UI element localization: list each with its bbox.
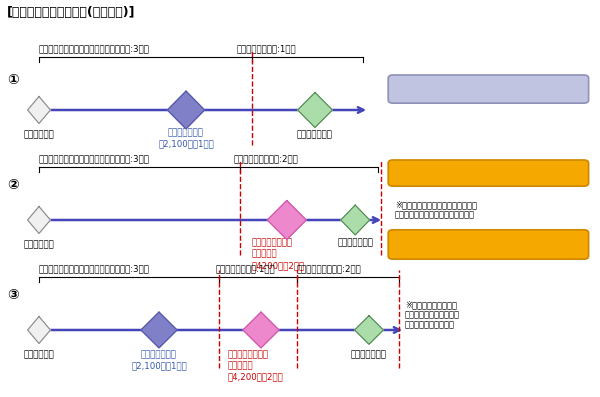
- Text: 意見書・補正書: 意見書・補正書: [351, 350, 387, 359]
- Text: 期間経過後の期間: 期間経過後の期間: [228, 350, 269, 359]
- Text: ③: ③: [7, 288, 19, 302]
- Polygon shape: [141, 312, 177, 348]
- Text: 暫定拒絶通報: 暫定拒絶通報: [23, 130, 55, 139]
- Text: （2,100円で1月）: （2,100円で1月）: [158, 139, 214, 148]
- Polygon shape: [28, 316, 50, 343]
- Polygon shape: [28, 206, 50, 233]
- Polygon shape: [298, 93, 332, 127]
- Polygon shape: [167, 91, 205, 129]
- Text: 意見書・補正書: 意見書・補正書: [337, 238, 373, 247]
- Text: 暫定拒絶通報: 暫定拒絶通報: [23, 240, 55, 249]
- Text: 期間経過後の期間: 期間経過後の期間: [252, 238, 293, 247]
- Text: （2,100円で1月）: （2,100円で1月）: [131, 361, 187, 370]
- Polygon shape: [355, 316, 383, 344]
- Text: （意見書・補正書を提出するための期間:3月）: （意見書・補正書を提出するための期間:3月）: [39, 264, 150, 273]
- Text: でも、期間経過後の延長請求可能。: でも、期間経過後の延長請求可能。: [395, 210, 475, 219]
- Text: 応答期間経過後に１回請求: 応答期間経過後に１回請求: [449, 168, 528, 178]
- Polygon shape: [268, 200, 306, 239]
- Text: 期間延長請求書: 期間延長請求書: [141, 350, 177, 359]
- Text: 延長請求書: 延長請求書: [228, 361, 254, 370]
- Polygon shape: [243, 312, 279, 348]
- Text: （4200円で2月）: （4200円で2月）: [252, 261, 305, 270]
- Text: （省令で定める期間:2月）: （省令で定める期間:2月）: [297, 264, 362, 273]
- Text: ※応答期間内に応答がなされた場合: ※応答期間内に応答がなされた場合: [395, 200, 477, 209]
- Text: ②: ②: [7, 178, 19, 192]
- Text: ①: ①: [7, 73, 19, 87]
- Text: （意見書・補正書を提出するための期間:3月）: （意見書・補正書を提出するための期間:3月）: [39, 44, 150, 53]
- Text: 期間延長請求書: 期間延長請求書: [168, 128, 204, 137]
- Text: 応答期間内に１回請求（従来と同じ）: 応答期間内に１回請求（従来と同じ）: [437, 84, 539, 94]
- Text: なされた場合でも、期間: なされた場合でも、期間: [405, 310, 460, 319]
- FancyBboxPatch shape: [388, 75, 589, 103]
- FancyBboxPatch shape: [388, 230, 589, 259]
- Polygon shape: [341, 205, 370, 235]
- Text: ※応答期間内に応答が: ※応答期間内に応答が: [405, 300, 457, 309]
- Text: （請求による期間:1月）: （請求による期間:1月）: [216, 264, 275, 273]
- Text: 応答期間内に１回請求
応答期間経過後に２回目請求: 応答期間内に１回請求 応答期間経過後に２回目請求: [448, 234, 529, 255]
- Text: （4,200円で2月）: （4,200円で2月）: [228, 372, 284, 381]
- Text: 経過後の延長請求可。: 経過後の延長請求可。: [405, 320, 455, 329]
- Text: （意見書・補正書を提出するための期間:3月）: （意見書・補正書を提出するための期間:3月）: [39, 154, 150, 163]
- Text: 暫定拒絶通報: 暫定拒絶通報: [23, 350, 55, 359]
- Text: （省令で定める期間:2月）: （省令で定める期間:2月）: [234, 154, 299, 163]
- Text: 延長請求書: 延長請求書: [252, 249, 278, 258]
- FancyBboxPatch shape: [388, 160, 589, 186]
- Text: （請求による期間:1月）: （請求による期間:1月）: [237, 44, 296, 53]
- Text: 意見書・補正書: 意見書・補正書: [297, 130, 333, 139]
- Polygon shape: [28, 96, 50, 123]
- Text: [期間延長請求の新手続(マドプロ)]: [期間延長請求の新手続(マドプロ)]: [7, 6, 136, 19]
